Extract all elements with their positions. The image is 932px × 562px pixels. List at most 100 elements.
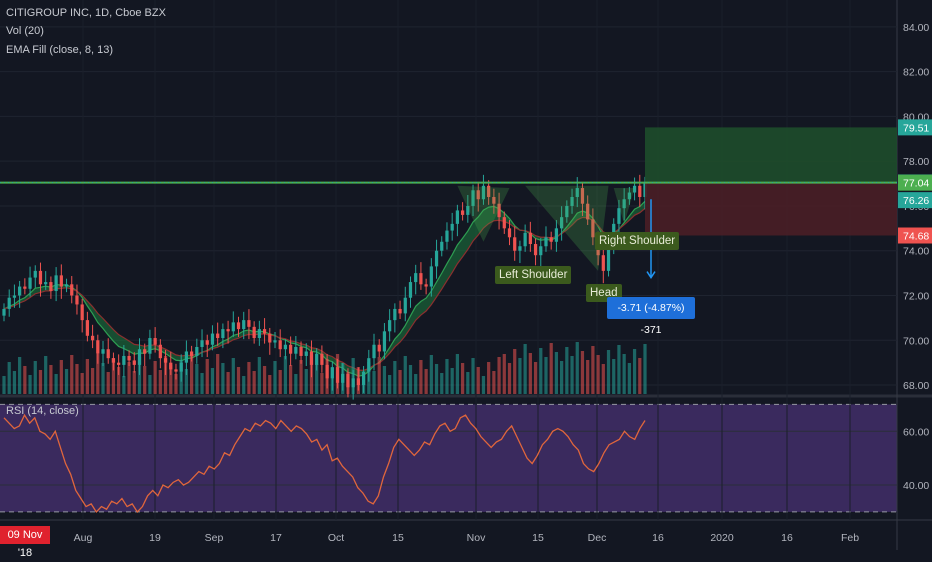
volume-bar xyxy=(481,376,486,394)
volume-bar xyxy=(497,357,501,394)
volume-bar xyxy=(283,356,288,394)
candle-body xyxy=(148,338,152,354)
candle-body xyxy=(257,329,261,339)
candle-body xyxy=(7,297,11,309)
candle-body xyxy=(262,329,267,334)
candle-body xyxy=(85,320,89,336)
volume-bar xyxy=(507,363,512,394)
candle-body xyxy=(64,284,69,287)
chart-canvas[interactable]: 68.0070.0072.0074.0076.0078.0080.0082.00… xyxy=(0,0,932,550)
volume-bar xyxy=(455,354,460,394)
volume-bar xyxy=(174,374,178,394)
volume-bar xyxy=(49,365,53,394)
ema-8-line xyxy=(3,200,646,377)
candle-body xyxy=(445,230,449,242)
left-shoulder-label[interactable]: Left Shoulder xyxy=(495,266,572,284)
volume-bar xyxy=(601,364,605,394)
candle-body xyxy=(398,308,402,314)
volume-bar xyxy=(419,360,423,394)
candle-body xyxy=(278,340,282,350)
candle-body xyxy=(382,331,387,352)
rsi-tick-label: 60.00 xyxy=(903,426,929,438)
price-tick-label: 68.00 xyxy=(903,380,929,392)
volume-bar xyxy=(44,356,48,394)
volume-bar xyxy=(278,370,282,394)
price-tag xyxy=(898,227,932,244)
candle-body xyxy=(487,185,491,197)
volume-bar xyxy=(143,366,147,394)
volume-bar xyxy=(38,370,43,394)
candle-body xyxy=(252,326,256,339)
volume-bar xyxy=(106,372,110,394)
rsi-legend[interactable]: RSI (14, close) xyxy=(6,405,79,417)
candle-body xyxy=(393,308,397,321)
candle-body xyxy=(106,349,110,359)
candle-body xyxy=(440,241,444,251)
time-tick-label: 17 xyxy=(270,532,282,544)
volume-bar xyxy=(184,369,189,394)
volume-bar xyxy=(127,362,131,394)
candle-body xyxy=(80,304,84,321)
volume-bar xyxy=(372,371,376,394)
volume-bar xyxy=(101,363,105,394)
candle-body xyxy=(627,192,631,200)
candle-body xyxy=(205,340,209,345)
candle-body xyxy=(153,338,157,345)
ema-13-line xyxy=(3,207,646,371)
volume-bar xyxy=(539,348,543,394)
candle-body xyxy=(361,371,366,386)
volume-bar xyxy=(226,372,230,394)
time-tick-label: Nov xyxy=(467,532,486,544)
candle-body xyxy=(273,340,277,343)
volume-bar xyxy=(299,360,303,394)
candles xyxy=(2,174,647,400)
right-shoulder-label[interactable]: Right Shoulder xyxy=(595,232,680,250)
volume-bar xyxy=(75,364,79,394)
candle-body xyxy=(44,282,48,285)
volume-bar xyxy=(638,358,642,394)
candle-body xyxy=(455,210,460,224)
volume-bar xyxy=(466,372,470,394)
ema-legend[interactable]: EMA Fill (close, 8, 13) xyxy=(6,44,113,56)
volume-bar xyxy=(487,362,491,394)
volume-legend[interactable]: Vol (20) xyxy=(6,25,44,37)
candle-body xyxy=(2,308,6,316)
volume-bar xyxy=(596,355,600,394)
candle-body xyxy=(367,358,371,372)
volume-bar xyxy=(54,374,58,394)
volume-bar xyxy=(476,367,480,394)
volume-bar xyxy=(445,359,449,394)
candle-body xyxy=(163,358,168,363)
volume-bar xyxy=(236,367,241,394)
volume-bar xyxy=(560,361,564,394)
volume-bar xyxy=(403,356,407,394)
measure-box[interactable]: -3.71 (-4.87%) -371 xyxy=(607,297,695,336)
candle-body xyxy=(335,367,340,383)
volume-bars xyxy=(2,342,647,394)
volume-bar xyxy=(33,361,37,394)
candle-body xyxy=(570,197,574,206)
time-tick-label: 19 xyxy=(149,532,161,544)
volume-bar xyxy=(643,344,647,394)
right-shoulder-shape xyxy=(613,188,635,224)
volume-bar xyxy=(533,362,538,394)
time-tick-label: 2020 xyxy=(710,532,734,544)
volume-bar xyxy=(408,365,413,394)
candle-body xyxy=(320,353,324,365)
volume-bar xyxy=(158,370,162,394)
volume-bar xyxy=(612,359,616,394)
symbol-legend[interactable]: CITIGROUP INC, 1D, Cboe BZX xyxy=(6,7,166,19)
candle-body xyxy=(330,367,334,379)
candle-body xyxy=(315,353,319,365)
candle-body xyxy=(158,344,162,359)
head-shape xyxy=(525,185,609,271)
candle-body xyxy=(617,208,621,224)
candle-body xyxy=(466,205,470,215)
volume-bar xyxy=(304,369,308,394)
volume-bar xyxy=(23,366,27,394)
volume-bar xyxy=(59,360,63,394)
volume-bar xyxy=(492,371,496,394)
candle-body xyxy=(544,237,548,247)
candle-body xyxy=(127,355,131,361)
candle-body xyxy=(325,364,329,379)
